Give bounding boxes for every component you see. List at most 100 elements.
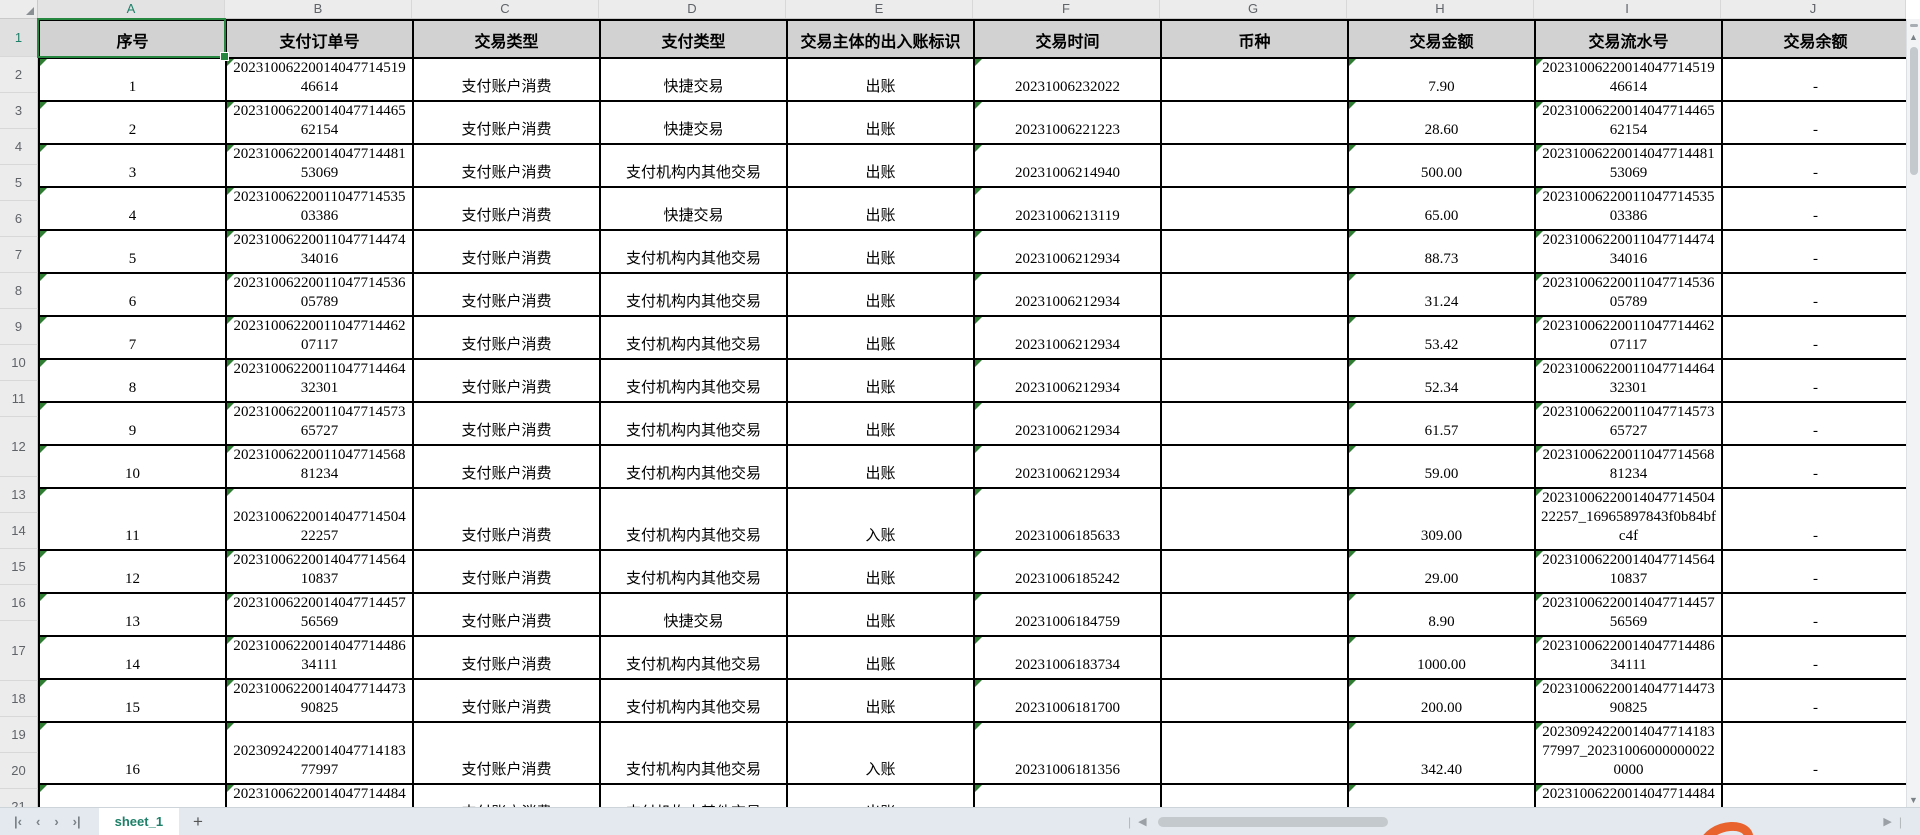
cell[interactable]: 20231006212934 <box>973 229 1162 274</box>
cell[interactable]: 2023100622001404771448153069 <box>1534 143 1723 188</box>
cell[interactable]: 20231006212934 <box>973 272 1162 317</box>
cell[interactable]: 20231006212934 <box>973 444 1162 489</box>
row-number-14[interactable]: 14 <box>0 513 38 549</box>
cell[interactable]: 309.00 <box>1347 487 1536 551</box>
column-letter-G[interactable]: G <box>1160 0 1347 18</box>
cell[interactable]: 52.34 <box>1347 358 1536 403</box>
cell[interactable] <box>1160 229 1349 274</box>
cell[interactable]: 支付账户消费 <box>412 549 601 594</box>
cell[interactable]: 支付机构内其他交易 <box>599 143 788 188</box>
cell[interactable]: 2023100622001104771446207117 <box>1534 315 1723 360</box>
select-all-corner[interactable] <box>0 0 38 19</box>
cell[interactable]: 2023100622001104771453503386 <box>1534 186 1723 231</box>
row-number-21[interactable]: 21 <box>0 789 38 808</box>
cell[interactable]: 31.24 <box>1347 272 1536 317</box>
cell[interactable]: - <box>1721 57 1908 102</box>
cell[interactable]: 出账 <box>786 635 975 680</box>
cell[interactable]: 出账 <box>786 444 975 489</box>
cell[interactable]: 支付账户消费 <box>412 57 601 102</box>
cell[interactable]: 支付账户消费 <box>412 783 601 808</box>
cell[interactable]: 15 <box>38 678 227 723</box>
cell[interactable]: 2023100622001104771453503386 <box>225 186 414 231</box>
cell[interactable]: - <box>1721 635 1908 680</box>
column-letter-J[interactable]: J <box>1721 0 1906 18</box>
row-number-13[interactable]: 13 <box>0 477 38 513</box>
header-cell[interactable]: 交易时间 <box>973 19 1162 59</box>
cell[interactable]: - <box>1721 592 1908 637</box>
row-number-9[interactable]: 9 <box>0 309 38 345</box>
cell[interactable]: 出账 <box>786 272 975 317</box>
cell[interactable]: 支付账户消费 <box>412 229 601 274</box>
column-letter-E[interactable]: E <box>786 0 973 18</box>
cell[interactable]: 支付账户消费 <box>412 487 601 551</box>
cell[interactable]: 支付机构内其他交易 <box>599 272 788 317</box>
cell[interactable]: - <box>1721 358 1908 403</box>
row-number-6[interactable]: 6 <box>0 201 38 237</box>
header-cell[interactable]: 支付类型 <box>599 19 788 59</box>
cell[interactable]: - <box>1721 143 1908 188</box>
cell[interactable]: 20231006181356 <box>973 721 1162 785</box>
cell[interactable]: 2023100622001404771448634111 <box>1534 635 1723 680</box>
row-number-15[interactable]: 15 <box>0 549 38 585</box>
cell[interactable]: 6 <box>38 272 227 317</box>
cell[interactable]: 2023100622001404771445756569 <box>225 592 414 637</box>
cell[interactable]: - <box>1721 487 1908 551</box>
cell[interactable] <box>1160 401 1349 446</box>
row-number-20[interactable]: 20 <box>0 753 38 789</box>
cell[interactable]: 8.90 <box>1347 592 1536 637</box>
cell[interactable]: 10 <box>38 444 227 489</box>
cell[interactable]: 出账 <box>786 315 975 360</box>
scroll-right-icon[interactable]: ▶ <box>1883 816 1892 828</box>
row-number-11[interactable]: 11 <box>0 381 38 417</box>
cell[interactable]: - <box>1721 100 1908 145</box>
cell[interactable]: 出账 <box>786 57 975 102</box>
cell[interactable]: 2023100622001104771447434016 <box>1534 229 1723 274</box>
row-number-4[interactable]: 4 <box>0 129 38 165</box>
cell[interactable]: 支付机构内其他交易 <box>599 487 788 551</box>
cell[interactable]: 支付机构内其他交易 <box>599 721 788 785</box>
cell[interactable]: 出账 <box>786 186 975 231</box>
cell[interactable]: 快捷交易 <box>599 57 788 102</box>
row-number-7[interactable]: 7 <box>0 237 38 273</box>
cell[interactable]: 支付账户消费 <box>412 444 601 489</box>
cell[interactable]: 支付机构内其他交易 <box>599 315 788 360</box>
cell[interactable]: 支付账户消费 <box>412 592 601 637</box>
cell[interactable]: 2023100622001104771457365727 <box>1534 401 1723 446</box>
cell[interactable]: 2023100622001404771447390825 <box>1534 678 1723 723</box>
row-number-16[interactable]: 16 <box>0 585 38 621</box>
header-cell[interactable]: 支付订单号 <box>225 19 414 59</box>
cell[interactable]: 支付机构内其他交易 <box>599 549 788 594</box>
cell[interactable]: 2023100622001104771453605789 <box>1534 272 1723 317</box>
cell[interactable]: 快捷交易 <box>599 592 788 637</box>
cell[interactable] <box>1160 444 1349 489</box>
cell[interactable]: 支付账户消费 <box>412 678 601 723</box>
cell[interactable]: 1 <box>38 57 227 102</box>
cell[interactable]: 2023100622001404771456410837 <box>225 549 414 594</box>
cell[interactable]: 2023100622001404771448153069 <box>225 143 414 188</box>
cell[interactable]: 支付机构内其他交易 <box>599 783 788 808</box>
cell[interactable]: 2023100622001404771448634111 <box>225 635 414 680</box>
cell[interactable]: 88.73 <box>1347 229 1536 274</box>
cell[interactable]: 支付账户消费 <box>412 358 601 403</box>
cell[interactable]: 3 <box>38 143 227 188</box>
column-letter-C[interactable]: C <box>412 0 599 18</box>
scroll-up-icon[interactable]: ▲ <box>1909 32 1918 42</box>
cell[interactable]: 9 <box>38 401 227 446</box>
cell[interactable]: 支付账户消费 <box>412 315 601 360</box>
row-number-1[interactable]: 1 <box>0 19 38 57</box>
header-cell[interactable]: 交易类型 <box>412 19 601 59</box>
cell[interactable]: 支付账户消费 <box>412 635 601 680</box>
cell[interactable] <box>1160 487 1349 551</box>
cell[interactable]: 出账 <box>786 401 975 446</box>
cell[interactable]: 2023100622001404771450422257 <box>225 487 414 551</box>
cell[interactable]: - <box>1721 783 1908 808</box>
row-number-18[interactable]: 18 <box>0 681 38 717</box>
column-letter-D[interactable]: D <box>599 0 786 18</box>
cell[interactable]: 支付账户消费 <box>412 721 601 785</box>
column-letter-H[interactable]: H <box>1347 0 1534 18</box>
header-cell[interactable]: 交易流水号 <box>1534 19 1723 59</box>
cell[interactable]: 入账 <box>786 487 975 551</box>
cell[interactable] <box>1160 783 1349 808</box>
row-number-10[interactable]: 10 <box>0 345 38 381</box>
horizontal-scrollbar[interactable]: | ◀ ▶ | <box>1128 815 1902 829</box>
